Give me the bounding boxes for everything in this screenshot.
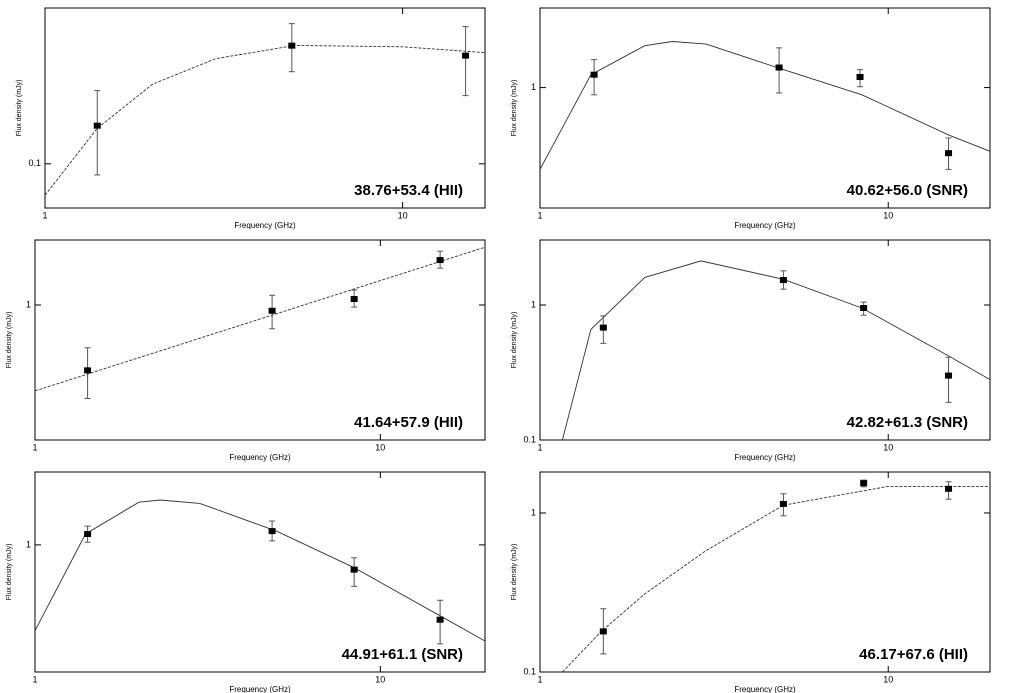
y-axis-label: Flux density (mJy) (6, 544, 13, 601)
x-tick-label: 10 (375, 442, 385, 452)
panel: 1 10 1 Frequency (GHz) Flux density (mJy) 40.… (511, 7, 991, 230)
y-tick-label: 1 (531, 299, 536, 309)
data-point (350, 296, 358, 303)
plot-frame (539, 471, 991, 673)
data-point (436, 257, 444, 264)
y-axis-label: Flux density (mJy) (6, 312, 13, 369)
plot-frame (539, 7, 991, 209)
data-point (268, 528, 276, 535)
plot-frame (539, 239, 991, 441)
x-axis-label: Frequency (GHz) (234, 221, 296, 230)
fit-curve (539, 41, 991, 170)
x-tick-label: 1 (537, 442, 542, 452)
data-point (779, 500, 787, 507)
x-tick-label: 1 (42, 210, 47, 220)
x-tick-label: 10 (375, 674, 385, 684)
fit-curve (562, 485, 990, 673)
fit-curve (34, 246, 486, 392)
plot-frame (34, 239, 486, 441)
data-point (945, 150, 953, 157)
data-point (945, 372, 953, 379)
data-point (599, 324, 607, 331)
fit-curve (561, 260, 991, 441)
fit-curve (34, 499, 486, 642)
x-tick-label: 10 (883, 674, 893, 684)
x-axis-label: Frequency (GHz) (734, 221, 796, 230)
y-axis-label: Flux density (mJy) (511, 312, 518, 369)
y-tick-label: 1 (26, 539, 31, 549)
data-point (350, 566, 358, 573)
plot-frame (44, 7, 486, 209)
x-tick-label: 1 (32, 442, 37, 452)
y-tick-label: 1 (531, 507, 536, 517)
data-point (93, 122, 101, 129)
data-point (856, 73, 864, 80)
panel-title: 38.76+53.4 (HII) (354, 182, 463, 199)
panel-title: 41.64+57.9 (HII) (354, 414, 463, 431)
panel-title: 42.82+61.3 (SNR) (847, 414, 968, 431)
x-axis-label: Frequency (GHz) (229, 453, 291, 462)
data-point (84, 367, 92, 374)
data-point (590, 71, 598, 78)
x-axis-label: Frequency (GHz) (734, 453, 796, 462)
panel-title: 40.62+56.0 (SNR) (847, 182, 968, 199)
y-tick-label: 0.1 (523, 666, 536, 676)
x-tick-label: 1 (32, 674, 37, 684)
x-axis-label: Frequency (GHz) (734, 685, 796, 693)
y-tick-label: 1 (26, 299, 31, 309)
data-point (599, 628, 607, 635)
x-tick-label: 1 (537, 210, 542, 220)
y-tick-label: 0.1 (28, 158, 41, 168)
plot-frame (34, 471, 486, 673)
panel: 1 10 1 Frequency (GHz) Flux density (mJy) 44.… (6, 471, 486, 693)
data-point (462, 52, 470, 59)
panel-title: 44.91+61.1 (SNR) (342, 646, 463, 663)
data-point (775, 64, 783, 71)
fit-curve (44, 44, 486, 196)
data-point (779, 277, 787, 284)
x-tick-label: 1 (537, 674, 542, 684)
data-point (860, 480, 868, 487)
panel: 1 10 1 Frequency (GHz) Flux density (mJy) 41.… (6, 239, 486, 462)
x-tick-label: 10 (398, 210, 408, 220)
data-point (860, 305, 868, 312)
x-tick-label: 10 (883, 442, 893, 452)
x-axis-label: Frequency (GHz) (229, 685, 291, 693)
y-axis-label: Flux density (mJy) (511, 80, 518, 137)
y-axis-label: Flux density (mJy) (511, 544, 518, 601)
panel-title: 46.17+67.6 (HII) (859, 646, 968, 663)
y-axis-label: Flux density (mJy) (16, 80, 23, 137)
data-point (84, 530, 92, 537)
y-tick-label: 0.1 (523, 434, 536, 444)
data-point (268, 307, 276, 314)
data-point (945, 485, 953, 492)
data-point (288, 42, 296, 49)
y-tick-label: 1 (531, 82, 536, 92)
x-tick-label: 10 (883, 210, 893, 220)
panel: 1 10 0.1 Frequency (GHz) Flux density (mJy) 3… (16, 7, 486, 230)
data-point (436, 616, 444, 623)
